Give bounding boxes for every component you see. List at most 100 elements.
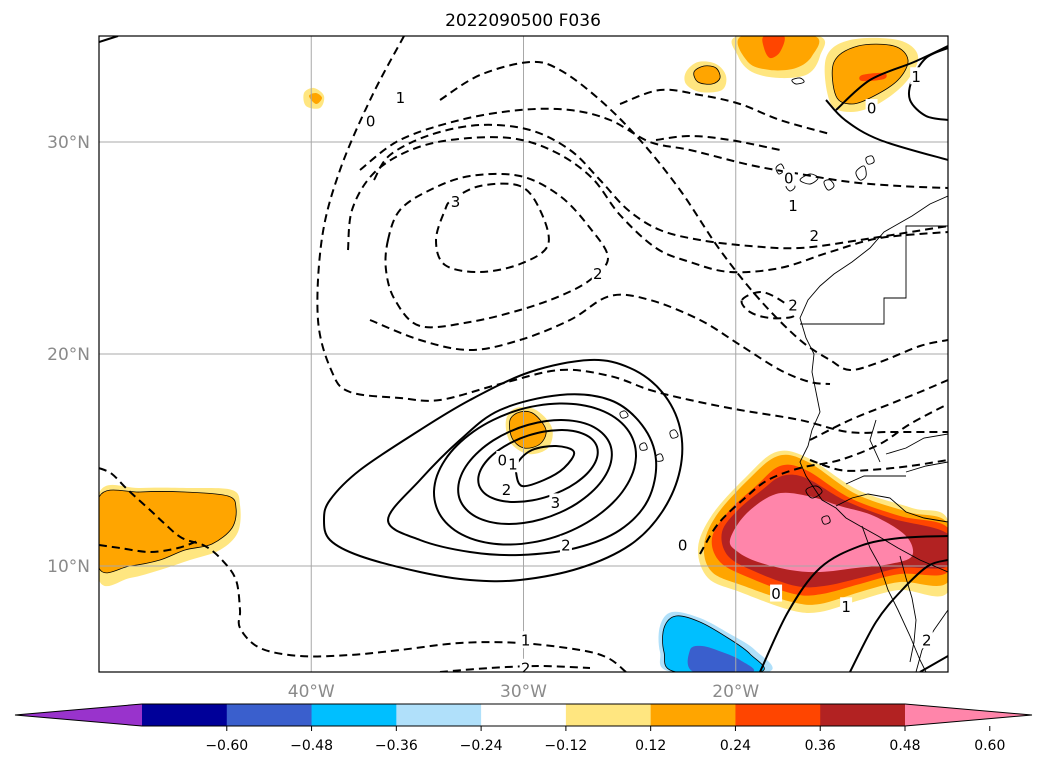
coastline [800,225,948,325]
colorbar-tick-label: −0.36 [375,738,418,754]
contour-line [384,172,610,329]
coastline [845,475,906,485]
contour-label-background [840,597,853,615]
fill-outline [99,489,237,574]
contour-label: 1 [396,89,406,107]
colorbar: −0.60 −0.48 −0.36 −0.24 −0.12 0.12 0.24 0.36 0.4… [14,703,1033,754]
contour-label: 1 [521,632,531,650]
contour-label-background [519,631,532,649]
longitude-labels: 40°W 30°W 20°W [288,682,760,702]
contour-label: 0 [771,585,781,603]
latitude-labels: 30°N 20°N 10°N [47,133,90,577]
contour-line [457,419,613,525]
colorbar-segment [142,704,228,726]
contour-label: 1 [508,456,518,474]
island-outline [619,410,629,419]
colorbar-tick-label: 0.48 [889,738,920,754]
contour-label-background [782,169,795,187]
contour-label: 2 [593,265,603,283]
contour-label-background [910,67,923,85]
island-outline [669,429,679,439]
contour-label-background [865,99,878,117]
contour-line [477,429,599,503]
contour-label-background [519,658,532,672]
colorbar-segment [820,704,906,726]
anomaly-fill [693,65,721,85]
fill-outline [509,411,547,449]
lat-tick-label: 20°N [47,345,90,365]
colorbar-tick-label: 0.12 [635,738,666,754]
contour-line [619,88,831,135]
fill-outline [662,615,765,672]
coastline [905,461,948,473]
colorbar-extend-min [15,704,142,726]
island-outline [805,485,823,499]
contour-line [907,47,948,121]
contour-label-background [506,455,519,473]
contour-label-background [787,296,800,314]
colorbar-segment [226,704,313,726]
colorbar-segment [311,704,397,726]
lat-tick-label: 10°N [47,557,90,577]
contour-label-background [394,88,407,106]
contour-line [919,655,948,672]
colorbar-outline [14,703,1033,727]
contour-label: 2 [561,536,571,554]
colorbar-tick-label: 0.36 [805,738,836,754]
contour-label-background [496,451,509,468]
anomaly-fill [762,36,785,59]
coastline [899,555,917,663]
anomaly-fill [729,492,914,573]
contour-label-background [787,196,800,214]
colorbar-tick-label: −0.48 [290,738,333,754]
shaded-anomaly-fills [99,36,948,672]
contour-label-background [770,584,783,602]
colorbar-segment [396,704,482,726]
contour-line [359,107,948,189]
island-outline [823,179,835,191]
lat-tick-label: 30°N [47,133,90,153]
contour-label: 1 [841,598,851,616]
island-outline [639,442,648,451]
contour-line [369,293,831,385]
lon-tick-label: 40°W [288,682,335,702]
contour-line [439,664,591,672]
colorbar-tick-label: −0.60 [205,738,248,754]
chart-title: 2022090500 F036 [445,11,601,31]
colorbar-tick-label: −0.12 [544,738,587,754]
contour-label-background [920,631,933,649]
colorbar-segment [481,704,567,726]
contour-label-background [591,264,604,282]
contour-label: 3 [451,193,461,211]
contour-line [316,36,948,434]
contour-lines [99,36,948,672]
colorbar-tick-label: 0.24 [720,738,751,754]
coastline [835,493,948,523]
contour-label: 2 [788,297,798,315]
fill-outline [693,65,721,85]
contour-label: 0 [678,536,688,554]
contour-label: 3 [551,494,561,512]
contour-label: 2 [922,632,932,650]
contour-label: 2 [810,227,820,245]
contour-line [434,182,550,274]
colorbar-extend-max [905,704,1032,726]
island-outline [865,155,875,165]
island-outline [791,77,805,85]
contour-line [514,444,576,488]
contour-line [99,467,627,672]
coastline [885,433,948,455]
contour-label-background [549,493,562,511]
colorbar-tick-label: −0.24 [460,738,503,754]
contour-label: 0 [784,170,794,188]
contour-label-background [449,192,462,210]
fill-outline [831,43,909,105]
coastline [799,195,948,573]
contour-label: 0 [498,452,508,470]
contour-label-background [808,226,821,244]
gridlines [99,36,948,672]
contour-line [825,99,948,161]
contour-line [347,136,948,274]
